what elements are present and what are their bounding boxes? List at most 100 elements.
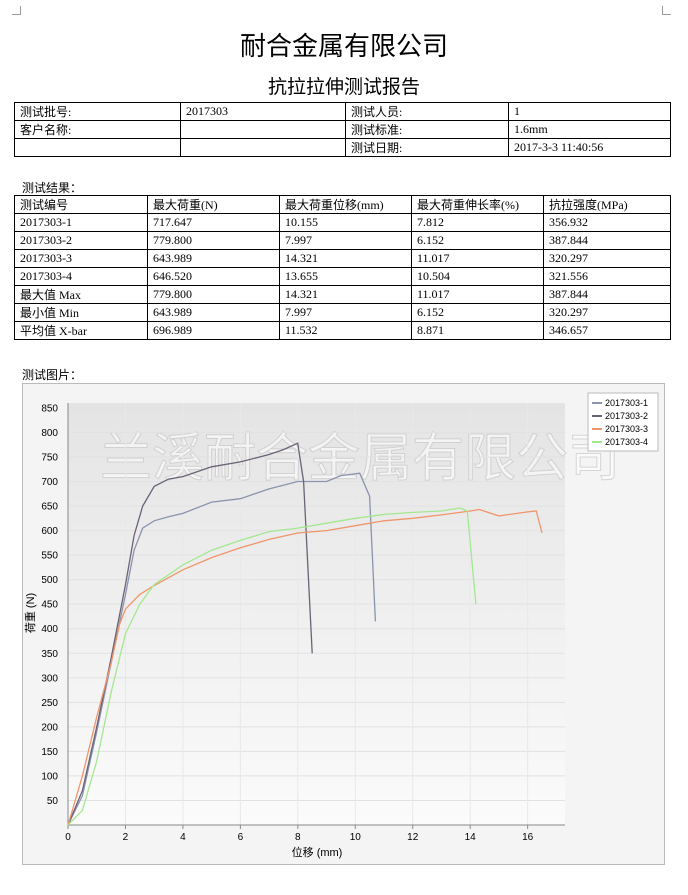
y-tick-label: 750 xyxy=(41,452,58,463)
table-cell: 10.155 xyxy=(279,213,412,232)
table-cell: 7.812 xyxy=(411,213,544,232)
x-tick-label: 0 xyxy=(65,832,71,843)
results-table: 测试编号 最大荷重(N) 最大荷重位移(mm) 最大荷重伸长率(%) 抗拉强度(MPa)… xyxy=(14,195,671,340)
table-row: 测试编号 最大荷重(N) 最大荷重位移(mm) 最大荷重伸长率(%) 抗拉强度(MPa) xyxy=(14,195,671,214)
y-tick-label: 500 xyxy=(41,575,58,586)
table-cell: 321.556 xyxy=(543,267,671,286)
table-row: 2017303-4 646.520 13.655 10.504 321.556 xyxy=(14,267,671,286)
table-cell: 779.800 xyxy=(147,285,280,304)
legend-label: 2017303-2 xyxy=(605,411,648,421)
table-cell: 7.997 xyxy=(279,231,412,250)
table-cell: 2017303-1 xyxy=(14,213,148,232)
table-cell: 测试人员: xyxy=(345,102,509,121)
x-tick-label: 14 xyxy=(465,832,477,843)
table-row: 平均值 X-bar 696.989 11.532 8.871 346.657 xyxy=(14,321,671,340)
table-cell: 测试编号 xyxy=(14,195,148,214)
table-cell: 最大荷重伸长率(%) xyxy=(411,195,544,214)
table-cell: 11.532 xyxy=(279,321,412,340)
table-cell xyxy=(14,138,181,157)
y-tick-label: 50 xyxy=(47,796,59,807)
table-cell: 客户名称: xyxy=(14,120,181,139)
table-cell: 11.017 xyxy=(411,285,544,304)
x-tick-label: 8 xyxy=(295,832,301,843)
table-row: 2017303-1 717.647 10.155 7.812 356.932 xyxy=(14,213,671,232)
y-tick-label: 100 xyxy=(41,771,58,782)
data-line xyxy=(67,507,477,826)
table-cell: 717.647 xyxy=(147,213,280,232)
legend-label: 2017303-1 xyxy=(605,398,648,408)
info-table: 测试批号: 2017303 测试人员: 1 客户名称: 测试标准: 1.6mm 测试日期: 20… xyxy=(14,102,671,157)
x-tick-label: 10 xyxy=(350,832,362,843)
table-cell: 320.297 xyxy=(543,303,671,322)
y-tick-label: 850 xyxy=(41,403,58,414)
table-cell: 779.800 xyxy=(147,231,280,250)
table-cell: 最大值 Max xyxy=(14,285,148,304)
table-cell: 8.871 xyxy=(411,321,544,340)
x-tick-label: 2 xyxy=(123,832,129,843)
table-cell: 2017303 xyxy=(180,102,346,121)
chart: 兰溪耐合金属有限公司 位移 (mm) 荷重 (N) 50100150200250… xyxy=(22,383,665,865)
table-cell: 14.321 xyxy=(279,249,412,268)
table-cell: 最大荷重位移(mm) xyxy=(279,195,412,214)
y-tick-label: 300 xyxy=(41,673,58,684)
table-cell: 1 xyxy=(508,102,671,121)
table-cell: 最小值 Min xyxy=(14,303,148,322)
table-cell: 646.520 xyxy=(147,267,280,286)
legend-label: 2017303-4 xyxy=(605,437,648,447)
table-cell: 6.152 xyxy=(411,303,544,322)
y-tick-label: 200 xyxy=(41,722,58,733)
table-row: 测试批号: 2017303 测试人员: 1 xyxy=(14,102,671,121)
doc-title: 耐合金属有限公司 xyxy=(239,32,448,62)
table-row: 最小值 Min 643.989 7.997 6.152 320.297 xyxy=(14,303,671,322)
table-cell: 320.297 xyxy=(543,249,671,268)
table-cell: 平均值 X-bar xyxy=(14,321,148,340)
table-cell: 最大荷重(N) xyxy=(147,195,280,214)
doc-subtitle: 抗拉拉伸测试报告 xyxy=(267,76,420,98)
plot-area xyxy=(68,403,565,825)
table-cell: 6.152 xyxy=(411,231,544,250)
table-cell: 测试批号: xyxy=(14,102,181,121)
table-cell: 387.844 xyxy=(543,285,671,304)
section-label: 测试结果： xyxy=(22,181,83,195)
y-tick-label: 550 xyxy=(41,551,58,562)
table-cell: 2017303-3 xyxy=(14,249,148,268)
y-axis-title: 荷重 (N) xyxy=(23,593,37,633)
y-tick-label: 400 xyxy=(41,624,58,635)
table-cell: 2017303-4 xyxy=(14,267,148,286)
table-row: 2017303-3 643.989 14.321 11.017 320.297 xyxy=(14,249,671,268)
table-cell: 14.321 xyxy=(279,285,412,304)
table-cell: 2017303-2 xyxy=(14,231,148,250)
y-tick-label: 150 xyxy=(41,747,58,758)
table-cell: 11.017 xyxy=(411,249,544,268)
y-tick-label: 250 xyxy=(41,698,58,709)
y-tick-label: 350 xyxy=(41,649,58,660)
table-cell: 测试标准: xyxy=(345,120,509,139)
margin-mark xyxy=(662,6,671,15)
x-tick-label: 4 xyxy=(180,832,186,843)
x-tick-label: 16 xyxy=(522,832,534,843)
y-tick-label: 800 xyxy=(41,428,58,439)
table-cell xyxy=(180,138,346,157)
table-cell: 2017-3-3 11:40:56 xyxy=(508,138,671,157)
table-cell xyxy=(180,120,346,139)
y-tick-label: 600 xyxy=(41,526,58,537)
y-tick-label: 700 xyxy=(41,477,58,488)
table-row: 客户名称: 测试标准: 1.6mm xyxy=(14,120,671,139)
table-cell: 1.6mm xyxy=(508,120,671,139)
table-row: 最大值 Max 779.800 14.321 11.017 387.844 xyxy=(14,285,671,304)
margin-mark xyxy=(12,6,21,15)
table-cell: 抗拉强度(MPa) xyxy=(543,195,671,214)
x-axis-title: 位移 (mm) xyxy=(292,845,343,859)
watermark: 兰溪耐合金属有限公司 xyxy=(100,430,620,488)
data-line xyxy=(67,508,543,826)
table-cell: 346.657 xyxy=(543,321,671,340)
table-cell: 7.997 xyxy=(279,303,412,322)
table-cell: 643.989 xyxy=(147,303,280,322)
table-cell: 356.932 xyxy=(543,213,671,232)
table-row: 测试日期: 2017-3-3 11:40:56 xyxy=(14,138,671,157)
legend-label: 2017303-3 xyxy=(605,424,648,434)
table-cell: 13.655 xyxy=(279,267,412,286)
table-cell: 测试日期: xyxy=(345,138,509,157)
table-cell: 387.844 xyxy=(543,231,671,250)
